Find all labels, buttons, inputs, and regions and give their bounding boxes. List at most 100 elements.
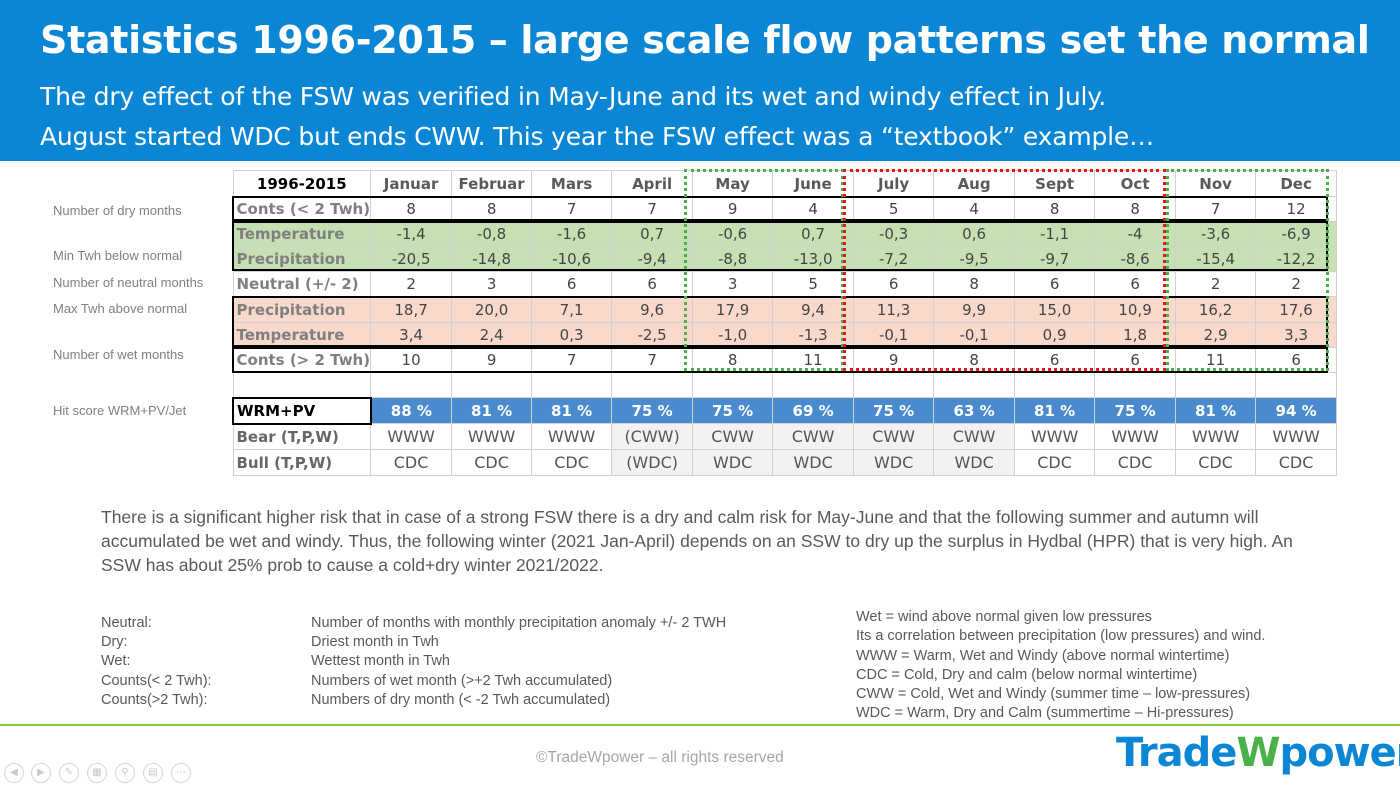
bull-cell: CDC <box>1175 449 1257 476</box>
table-cell: -12,2 <box>1255 246 1338 272</box>
table-cell: 2 <box>1175 271 1257 297</box>
row-label: Conts (> 2 Twh) <box>232 347 372 373</box>
table-cell: 6 <box>531 271 613 297</box>
table-cell: 9 <box>692 196 774 222</box>
table-cell: 9,9 <box>933 296 1016 323</box>
zoom-icon[interactable]: ⚲ <box>115 763 135 783</box>
table-cell: -1,6 <box>531 221 613 247</box>
legend-right-line: CDC = Cold, Dry and calm (below normal w… <box>856 667 1198 683</box>
label-min-twh: Min Twh below normal <box>53 248 183 263</box>
bear-cell: WWW <box>451 423 533 450</box>
table-cell: -1,3 <box>772 322 855 348</box>
label-max-twh: Max Twh above normal <box>53 301 188 316</box>
copyright-text: ©TradeWpower – all rights reserved <box>536 749 784 766</box>
table-cell: -4 <box>1094 221 1177 247</box>
month-header: Oct <box>1094 170 1177 197</box>
bear-row: Bear (T,P,W) WWW WWW WWW (CWW) CWW CWW C… <box>232 423 1338 450</box>
table-cell: 16,2 <box>1175 296 1257 323</box>
hit-cell: 63 % <box>933 397 1016 424</box>
table-cell: 2,9 <box>1175 322 1257 348</box>
next-icon[interactable]: ▶ <box>31 763 51 783</box>
table-cell: -3,6 <box>1175 221 1257 247</box>
table-cell: 17,6 <box>1255 296 1338 323</box>
table-cell: 8 <box>933 271 1016 297</box>
table-cell: 8 <box>370 196 453 222</box>
table-cell: -0,3 <box>853 221 935 247</box>
subtitles-icon[interactable]: ▤ <box>143 763 163 783</box>
table-cell: -8,6 <box>1094 246 1177 272</box>
table-cell: -15,4 <box>1175 246 1257 272</box>
table-cell: 5 <box>853 196 935 222</box>
table-cell: 3 <box>692 271 774 297</box>
hit-cell: 75 % <box>1094 397 1177 424</box>
table-cell: 10,9 <box>1094 296 1177 323</box>
hit-cell: 88 % <box>370 397 453 424</box>
row-label: Precipitation <box>232 246 372 272</box>
bear-cell: WWW <box>531 423 613 450</box>
table-cell: 9,6 <box>611 296 694 323</box>
table-row: Temperature -1,4 -0,8 -1,6 0,7 -0,6 0,7 … <box>232 221 1338 247</box>
table-cell: -1,1 <box>1014 221 1096 247</box>
label-hit-score: Hit score WRM+PV/Jet <box>53 403 187 418</box>
row-label: Neutral (+/- 2) <box>232 271 372 297</box>
month-header: June <box>772 170 855 197</box>
month-header: April <box>611 170 694 197</box>
legend-desc: Number of months with monthly precipitat… <box>311 615 727 631</box>
prev-icon[interactable]: ◀ <box>4 763 24 783</box>
table-cell: -9,7 <box>1014 246 1096 272</box>
header-banner: Statistics 1996-2015 – large scale flow … <box>0 0 1400 161</box>
table-corner: 1996-2015 <box>232 170 372 197</box>
bull-cell: CDC <box>370 449 453 476</box>
table-cell: 11 <box>772 347 855 373</box>
table-cell: 6 <box>1094 271 1177 297</box>
row-label: Conts (< 2 Twh) <box>232 196 372 222</box>
slide-subtitle-line2: August started WDC but ends CWW. This ye… <box>40 122 1154 151</box>
month-header: May <box>692 170 774 197</box>
table-cell: 8 <box>451 196 533 222</box>
slide-subtitle-line1: The dry effect of the FSW was verified i… <box>40 82 1106 111</box>
table-cell: 2,4 <box>451 322 533 348</box>
bear-cell: WWW <box>1175 423 1257 450</box>
table-cell: -0,8 <box>451 221 533 247</box>
table-cell: 9 <box>451 347 533 373</box>
table-cell: -9,4 <box>611 246 694 272</box>
pen-icon[interactable]: ✎ <box>59 763 79 783</box>
table-cell: -20,5 <box>370 246 453 272</box>
table-cell: 15,0 <box>1014 296 1096 323</box>
month-header: Aug <box>933 170 1016 197</box>
month-header: Mars <box>531 170 613 197</box>
analysis-paragraph: There is a significant higher risk that … <box>101 507 1293 575</box>
more-icon[interactable]: ⋯ <box>171 763 191 783</box>
table-cell: 7 <box>531 196 613 222</box>
hit-cell: 75 % <box>853 397 935 424</box>
label-wet-months: Number of wet months <box>53 347 184 362</box>
legend-desc: Numbers of wet month (>+2 Twh accumulate… <box>311 673 613 689</box>
table-cell: 1,8 <box>1094 322 1177 348</box>
table-cell: 8 <box>692 347 774 373</box>
legend-term: Wet: <box>101 653 131 669</box>
table-cell: 3 <box>451 271 533 297</box>
label-dry-months: Number of dry months <box>53 203 182 218</box>
bull-cell: CDC <box>1094 449 1177 476</box>
month-header: Dec <box>1255 170 1338 197</box>
table-cell: -0,1 <box>933 322 1016 348</box>
table-cell: 7 <box>1175 196 1257 222</box>
table-cell: 6 <box>1014 347 1096 373</box>
table-cell: 3,3 <box>1255 322 1338 348</box>
table-cell: -0,1 <box>853 322 935 348</box>
month-header: Februar <box>451 170 533 197</box>
bear-cell: CWW <box>692 423 774 450</box>
table-cell: 12 <box>1255 196 1338 222</box>
table-cell: 7 <box>611 347 694 373</box>
slide-title: Statistics 1996-2015 – large scale flow … <box>40 18 1370 62</box>
hit-cell: 69 % <box>772 397 855 424</box>
table-spacer-row <box>232 372 1338 398</box>
legend-right-line: WDC = Warm, Dry and Calm (summertime – H… <box>856 705 1234 721</box>
table-cell: 3,4 <box>370 322 453 348</box>
table-cell: 7 <box>611 196 694 222</box>
table-header-row: 1996-2015 Januar Februar Mars April May … <box>232 170 1338 197</box>
bear-cell: CWW <box>772 423 855 450</box>
bull-cell: CDC <box>1014 449 1096 476</box>
table-cell: 0,6 <box>933 221 1016 247</box>
slides-icon[interactable]: ▦ <box>87 763 107 783</box>
